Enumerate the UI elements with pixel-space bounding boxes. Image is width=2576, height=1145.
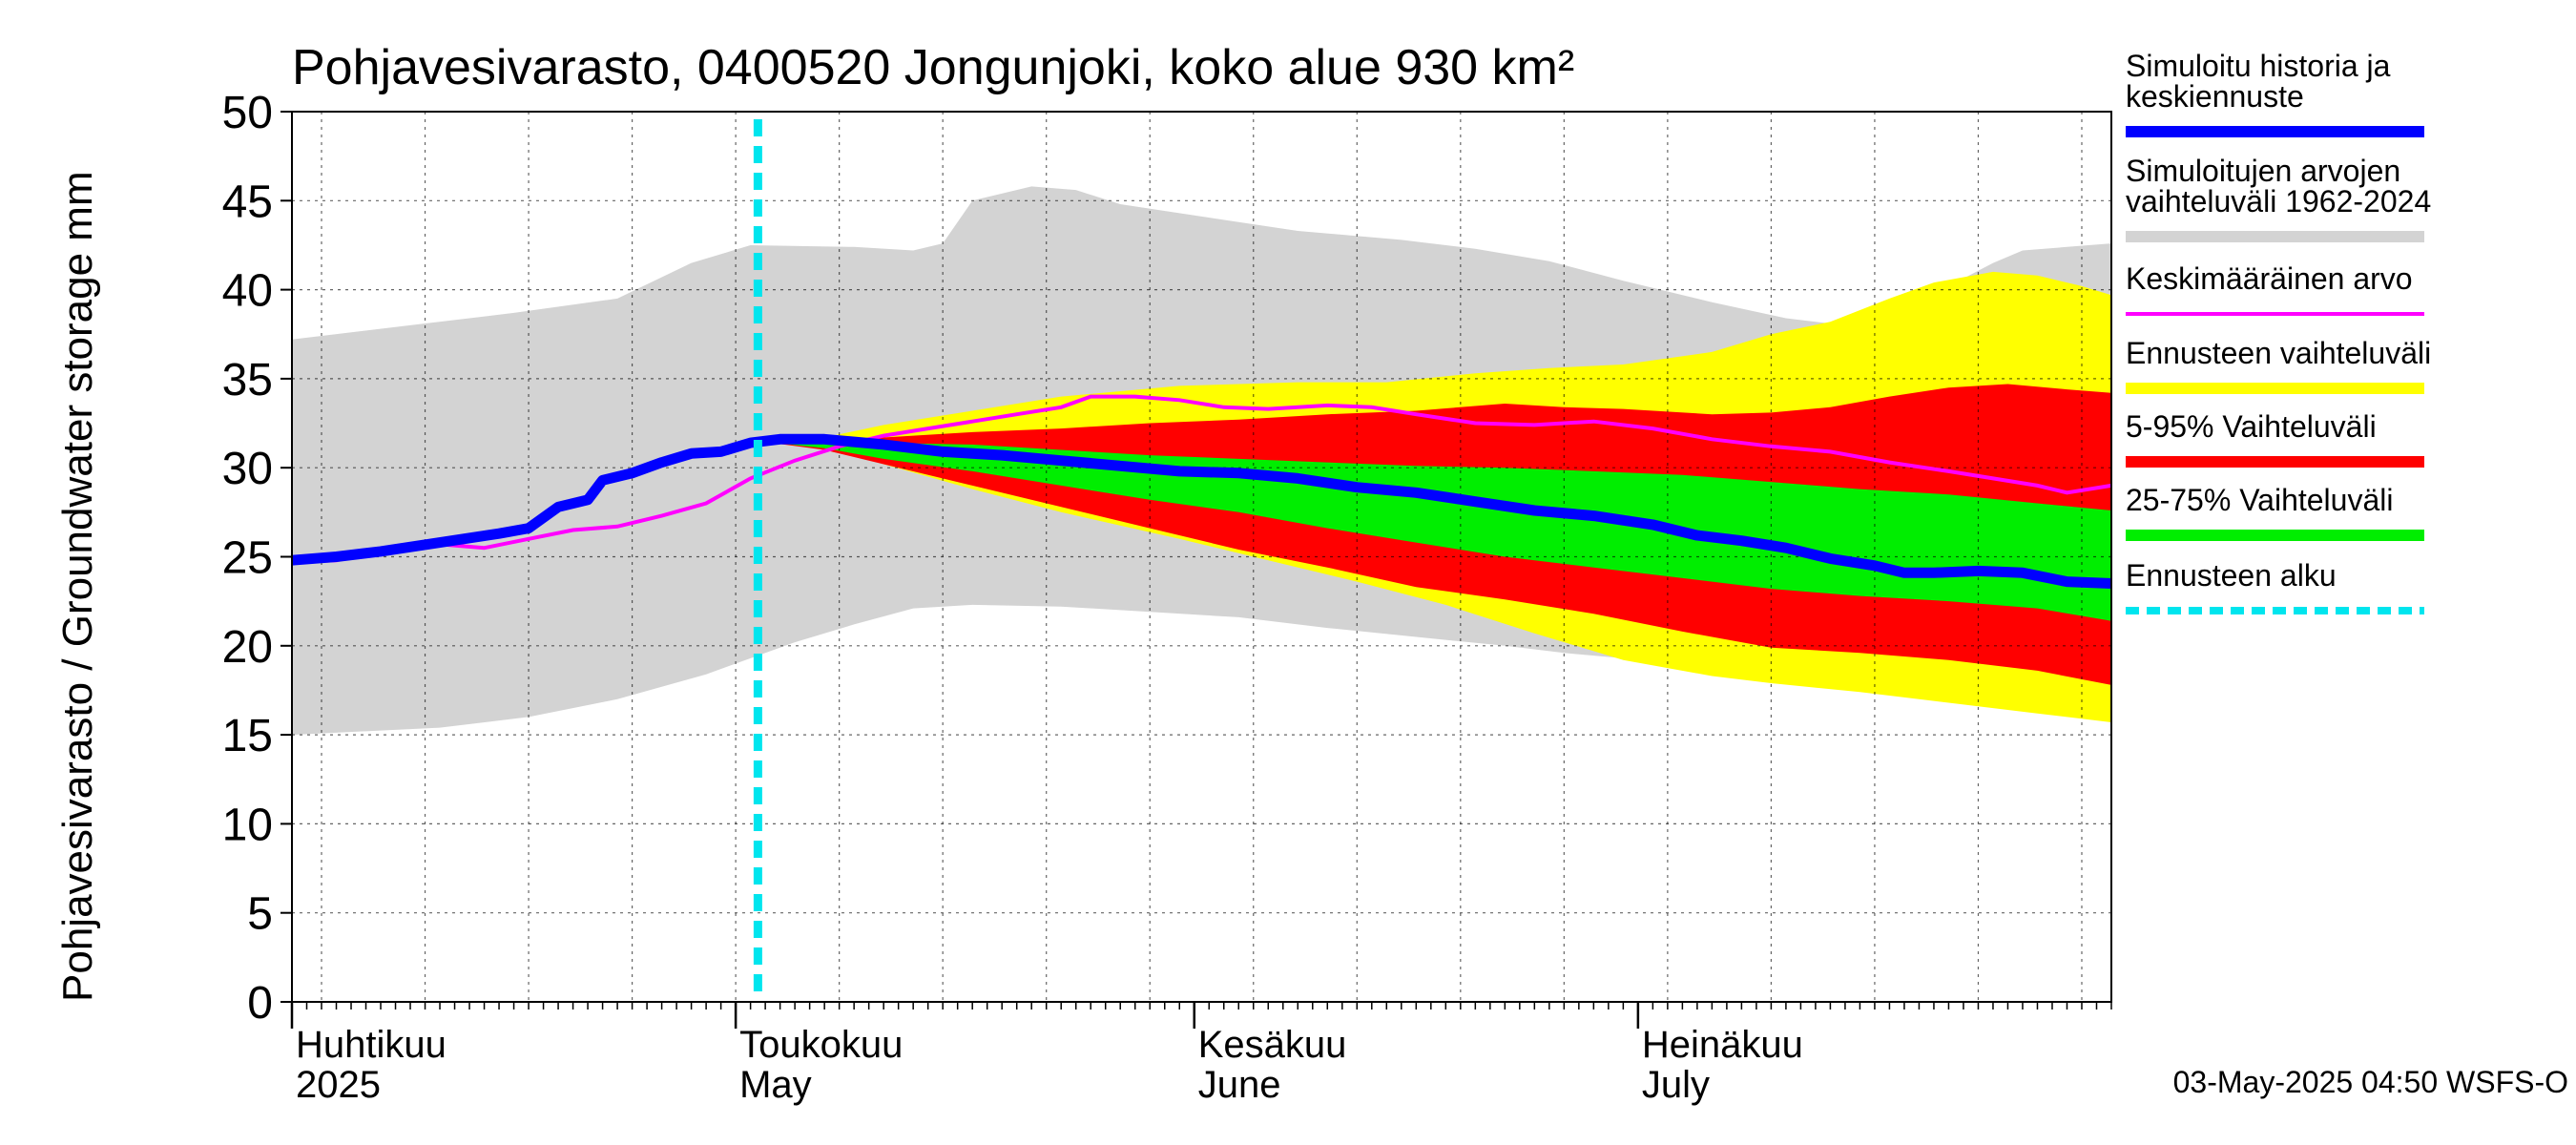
legend-label-line: Ennusteen alku bbox=[2126, 558, 2337, 593]
y-tick-label: 5 bbox=[247, 889, 273, 940]
legend-entry: Keskimääräinen arvo bbox=[2126, 261, 2424, 316]
y-tick-label: 25 bbox=[222, 533, 273, 584]
y-axis-label: Pohjavesivarasto / Groundwater storage m… bbox=[54, 171, 101, 1002]
x-month-label-en: 2025 bbox=[296, 1064, 381, 1106]
legend-label-line: vaihteluväli 1962-2024 bbox=[2126, 184, 2431, 219]
mean-line bbox=[291, 394, 2112, 565]
x-month-label-fi: Kesäkuu bbox=[1198, 1024, 1347, 1066]
y-tick-label: 15 bbox=[222, 711, 273, 761]
y-tick-label: 10 bbox=[222, 800, 273, 850]
y-tick-label: 50 bbox=[222, 88, 273, 138]
p25-75-band bbox=[758, 439, 2111, 621]
legend-label-line: keskiennuste bbox=[2126, 79, 2304, 114]
chart-title: Pohjavesivarasto, 0400520 Jongunjoki, ko… bbox=[292, 40, 1574, 95]
legend-entry: Ennusteen vaihteluväli bbox=[2126, 336, 2431, 394]
legend-entry: Ennusteen alku bbox=[2126, 558, 2424, 614]
y-tick-label: 30 bbox=[222, 444, 273, 494]
y-tick-label: 40 bbox=[222, 266, 273, 317]
plot-area bbox=[291, 111, 2112, 1003]
legend-label: 5-95% Vaihteluväli bbox=[2126, 409, 2377, 444]
x-month-label-fi: Huhtikuu bbox=[296, 1024, 447, 1066]
legend-label: Ennusteen vaihteluväli bbox=[2126, 336, 2431, 370]
footer-timestamp: 03-May-2025 04:50 WSFS-O bbox=[2173, 1065, 2568, 1099]
y-tick-label: 0 bbox=[247, 978, 273, 1029]
x-month-label-fi: Heinäkuu bbox=[1642, 1024, 1803, 1066]
x-month-label-en: May bbox=[739, 1064, 812, 1106]
legend-label-line: Simuloitujen arvojen bbox=[2126, 154, 2400, 188]
legend-label: Ennusteen alku bbox=[2126, 558, 2337, 593]
legend-label: Keskimääräinen arvo bbox=[2126, 261, 2413, 296]
legend-entry: 5-95% Vaihteluväli bbox=[2126, 409, 2424, 468]
legend-label: Simuloitu historia ja keskiennuste bbox=[2126, 49, 2391, 114]
legend-label-line: 25-75% Vaihteluväli bbox=[2126, 483, 2393, 517]
y-axis: 0 5 10 15 20 25 30 35 40 45 50 bbox=[222, 88, 292, 1029]
legend-label-line: 5-95% Vaihteluväli bbox=[2126, 409, 2377, 444]
legend: Simuloitu historia ja keskiennusteSimuloi… bbox=[2126, 49, 2431, 614]
x-month-label-en: July bbox=[1642, 1064, 1710, 1106]
legend-label: Simuloitujen arvojen vaihteluväli 1962-20… bbox=[2126, 154, 2431, 219]
y-tick-label: 45 bbox=[222, 177, 273, 227]
simulated-line bbox=[291, 433, 2112, 589]
legend-label-line: Keskimääräinen arvo bbox=[2126, 261, 2413, 296]
y-tick-label: 20 bbox=[222, 622, 273, 673]
legend-label-line: Ennusteen vaihteluväli bbox=[2126, 336, 2431, 370]
legend-entry: 25-75% Vaihteluväli bbox=[2126, 483, 2424, 541]
x-month-label-fi: Toukokuu bbox=[739, 1024, 903, 1066]
legend-label: 25-75% Vaihteluväli bbox=[2126, 483, 2393, 517]
legend-label-line: Simuloitu historia ja bbox=[2126, 49, 2391, 83]
legend-entry: Simuloitujen arvojen vaihteluväli 1962-20… bbox=[2126, 154, 2431, 242]
x-month-label-en: June bbox=[1198, 1064, 1281, 1106]
legend-entry: Simuloitu historia ja keskiennuste bbox=[2126, 49, 2424, 137]
y-tick-label: 35 bbox=[222, 355, 273, 406]
